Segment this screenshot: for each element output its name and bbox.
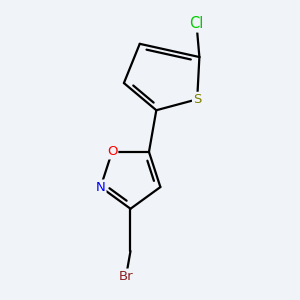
Text: N: N bbox=[96, 181, 106, 194]
Text: Br: Br bbox=[119, 270, 134, 283]
Text: O: O bbox=[107, 146, 117, 158]
Text: Cl: Cl bbox=[189, 16, 204, 32]
Text: S: S bbox=[193, 93, 201, 106]
